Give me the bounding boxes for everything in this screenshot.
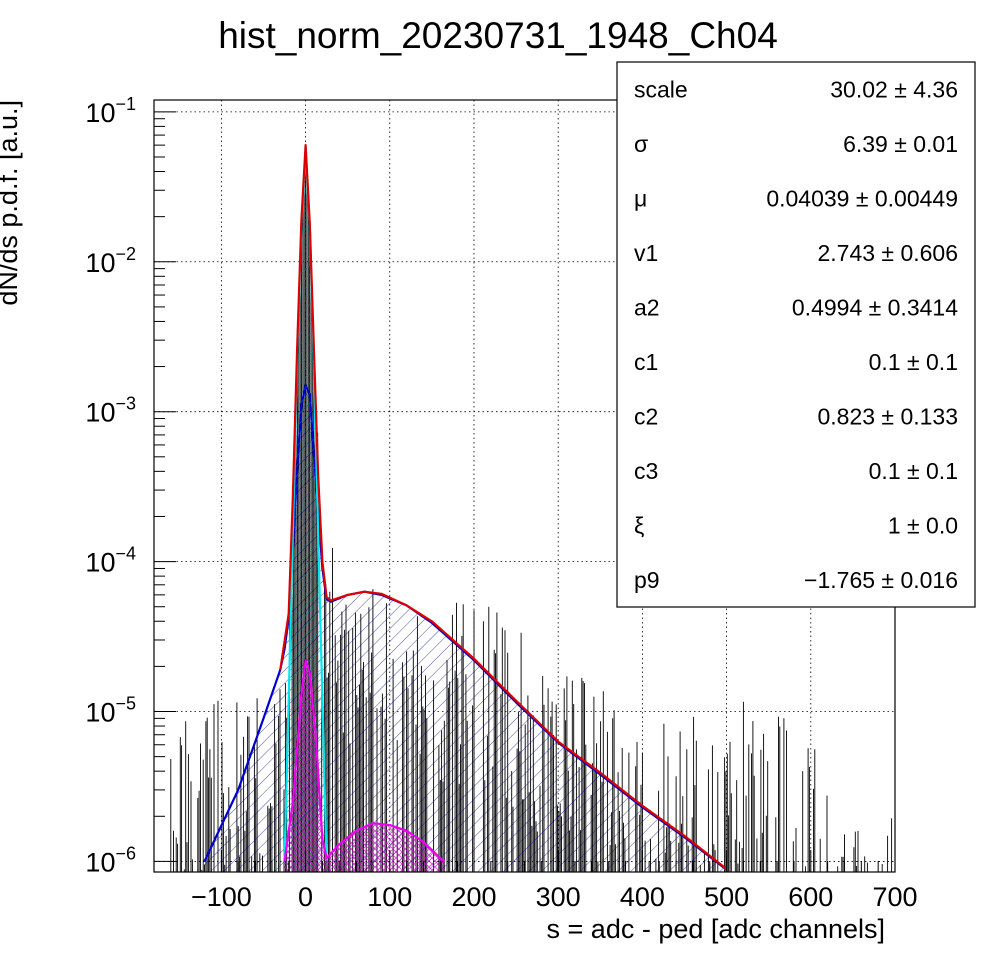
chart-title: hist_norm_20230731_1948_Ch04 bbox=[218, 15, 778, 56]
curve-fill-0 bbox=[204, 385, 727, 872]
x-tick-label: 300 bbox=[536, 882, 581, 912]
stats-name: p9 bbox=[634, 567, 660, 593]
stats-row: a2 0.4994 ± 0.3414 bbox=[634, 294, 958, 320]
x-tick-label: 400 bbox=[620, 882, 665, 912]
stats-name: σ bbox=[634, 131, 648, 157]
stats-name: v1 bbox=[634, 240, 658, 266]
y-tick-label: 10−5 bbox=[85, 694, 136, 728]
x-tick-label: 600 bbox=[788, 882, 833, 912]
stats-value: 0.1 ± 0.1 bbox=[869, 458, 958, 484]
stats-box-frame bbox=[616, 61, 976, 608]
x-tick-label: 500 bbox=[704, 882, 749, 912]
y-tick-label: 10−6 bbox=[85, 843, 136, 877]
stats-box: scale 30.02 ± 4.36 σ 6.39 ± 0.01 μ 0.04039 ± … bbox=[616, 61, 976, 608]
stats-row: μ 0.04039 ± 0.00449 bbox=[634, 185, 958, 211]
stats-value: 2.743 ± 0.606 bbox=[817, 240, 958, 266]
stats-name: c3 bbox=[634, 458, 658, 484]
stats-name: c1 bbox=[634, 349, 658, 375]
stats-row: c3 0.1 ± 0.1 bbox=[634, 458, 958, 484]
stats-row: c1 0.1 ± 0.1 bbox=[634, 349, 958, 375]
stats-row: v1 2.743 ± 0.606 bbox=[634, 240, 958, 266]
x-tick-label: −100 bbox=[191, 882, 252, 912]
x-tick-label: 100 bbox=[367, 882, 412, 912]
stats-value: −1.765 ± 0.016 bbox=[804, 567, 958, 593]
y-tick-label: 10−3 bbox=[85, 394, 136, 428]
stats-row: σ 6.39 ± 0.01 bbox=[634, 131, 958, 157]
x-axis-label: s = adc - ped [adc channels] bbox=[547, 914, 885, 944]
stats-name: scale bbox=[634, 76, 688, 102]
stats-value: 6.39 ± 0.01 bbox=[843, 131, 958, 157]
y-axis: 10−6 10−5 10−4 10−3 10−2 10−1 bbox=[85, 94, 176, 877]
x-tick-label: 700 bbox=[872, 882, 917, 912]
stats-row: c2 0.823 ± 0.133 bbox=[634, 403, 958, 429]
stats-value: 0.04039 ± 0.00449 bbox=[766, 185, 958, 211]
stats-value: 30.02 ± 4.36 bbox=[830, 76, 958, 102]
series-layer bbox=[170, 144, 893, 872]
curve-fill-2 bbox=[284, 660, 445, 872]
curve-fill-1 bbox=[284, 152, 327, 872]
fit-curve-2 bbox=[283, 659, 446, 863]
x-tick-label: 0 bbox=[298, 882, 313, 912]
x-tick-label: 200 bbox=[451, 882, 496, 912]
stats-name: ξ bbox=[634, 512, 644, 538]
fit-curve-3 bbox=[279, 144, 728, 870]
stats-value: 0.823 ± 0.133 bbox=[817, 403, 958, 429]
stats-value: 0.1 ± 0.1 bbox=[869, 349, 958, 375]
y-tick-label: 10−4 bbox=[85, 544, 136, 578]
y-tick-label: 10−1 bbox=[85, 94, 136, 128]
x-axis: −100 0 100 200 300 400 500 600 700 bbox=[191, 850, 918, 912]
y-axis-label: dN/ds p.d.f. [a.u.] bbox=[0, 100, 23, 306]
stats-value: 1 ± 0.0 bbox=[888, 512, 958, 538]
stats-row: scale 30.02 ± 4.36 bbox=[634, 76, 958, 102]
stats-value: 0.4994 ± 0.3414 bbox=[792, 294, 958, 320]
stats-name: μ bbox=[634, 185, 647, 211]
stats-name: c2 bbox=[634, 403, 658, 429]
stats-row: ξ 1 ± 0.0 bbox=[634, 512, 958, 538]
y-tick-label: 10−2 bbox=[85, 244, 136, 278]
stats-row: p9 −1.765 ± 0.016 bbox=[634, 567, 958, 593]
stats-name: a2 bbox=[634, 294, 660, 320]
